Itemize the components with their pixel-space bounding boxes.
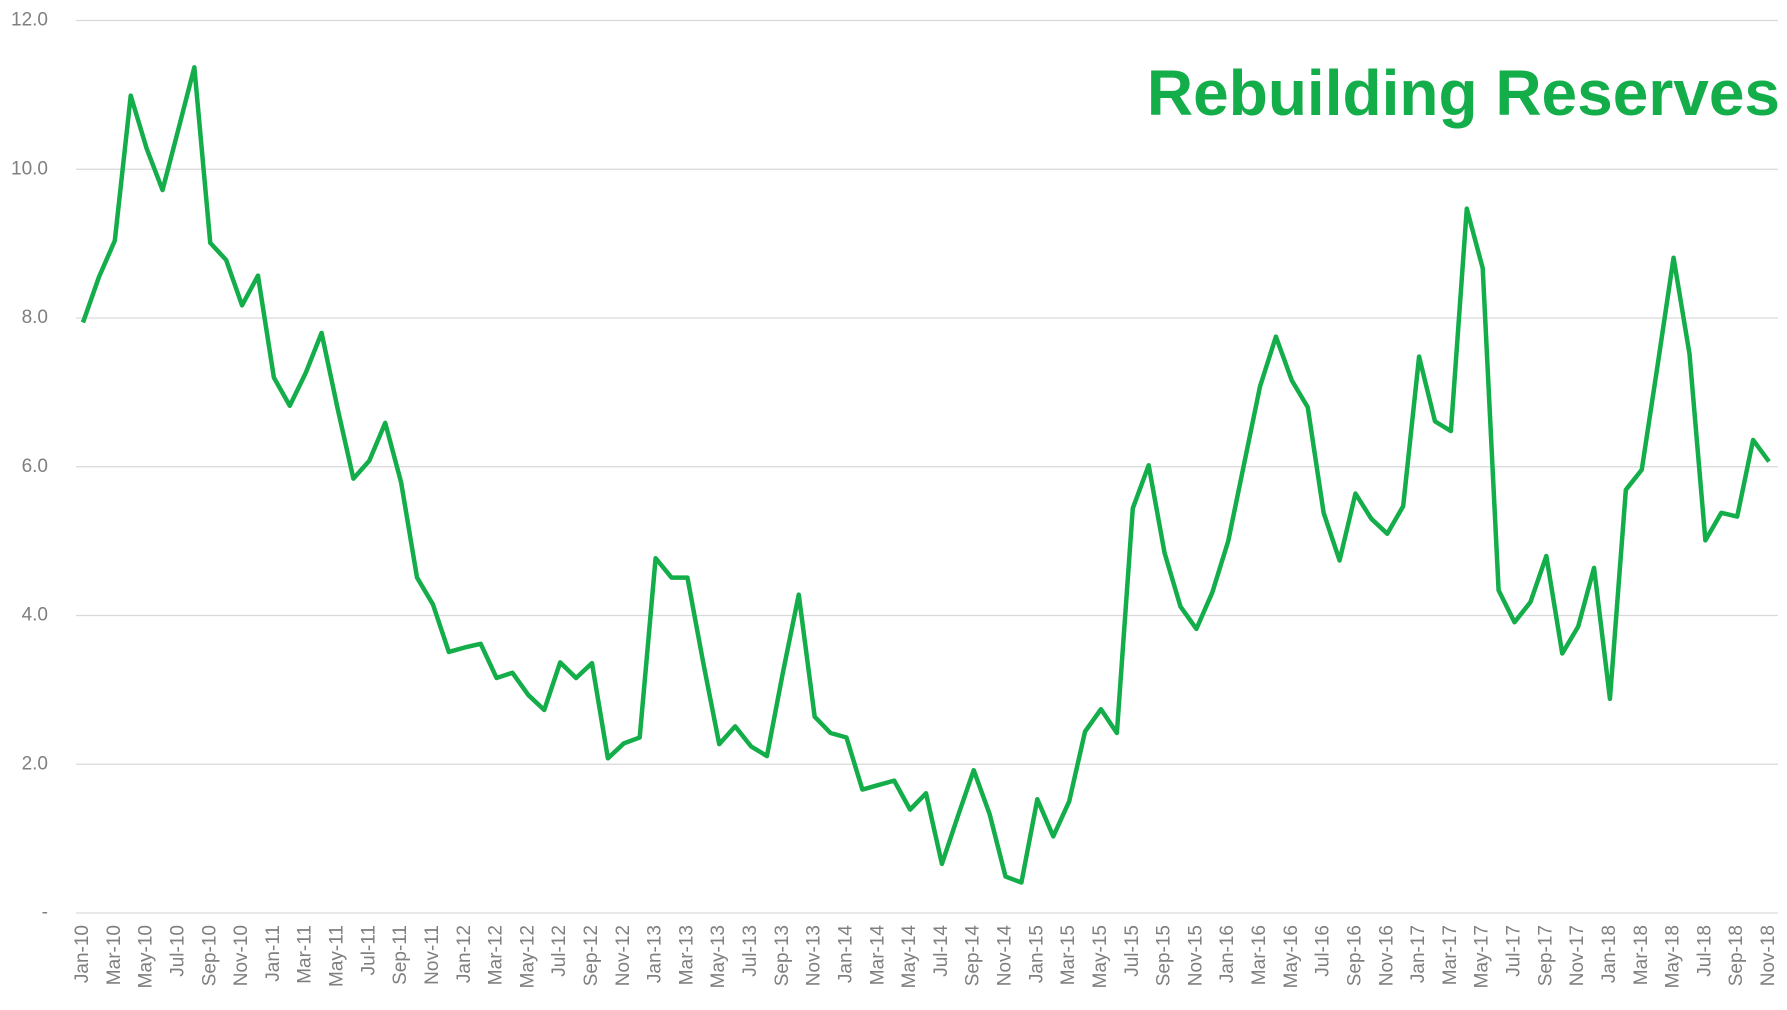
x-tick-label: Jan-17 bbox=[1408, 925, 1429, 983]
x-tick-label: May-14 bbox=[899, 925, 920, 989]
x-tick-label: Jan-13 bbox=[645, 925, 666, 983]
x-tick-label: Mar-11 bbox=[295, 925, 316, 984]
x-tick-label: Jul-15 bbox=[1122, 925, 1143, 977]
x-tick-label: May-15 bbox=[1090, 925, 1111, 988]
x-tick-label: Nov-11 bbox=[422, 925, 443, 985]
y-tick-label: - bbox=[42, 902, 48, 923]
x-tick-label: Jan-12 bbox=[454, 925, 475, 983]
x-tick-label: Jul-11 bbox=[358, 925, 379, 975]
x-tick-label: May-10 bbox=[136, 925, 157, 988]
line bbox=[80, 65, 1771, 885]
x-tick-label: Sep-14 bbox=[963, 925, 984, 987]
y-tick-label: 4.0 bbox=[22, 605, 48, 626]
x-tick-label: Sep-10 bbox=[199, 925, 220, 986]
x-tick-label: Jul-18 bbox=[1694, 925, 1715, 977]
x-tick-label: Nov-16 bbox=[1376, 925, 1397, 986]
x-tick-label: Jan-18 bbox=[1599, 925, 1620, 983]
x-tick-label: Jul-12 bbox=[549, 925, 570, 977]
x-tick-label: Mar-17 bbox=[1440, 925, 1461, 985]
x-tick-label: Jan-14 bbox=[835, 925, 856, 984]
x-tick-label: Jul-17 bbox=[1504, 925, 1525, 977]
x-tick-label: Mar-15 bbox=[1058, 925, 1079, 985]
x-tick-label: May-18 bbox=[1663, 925, 1684, 988]
x-tick-label: Mar-12 bbox=[486, 925, 507, 985]
x-tick-label: Jul-16 bbox=[1313, 925, 1334, 977]
x-tick-label: Sep-16 bbox=[1344, 925, 1365, 986]
x-tick-label: Sep-12 bbox=[581, 925, 602, 986]
x-tick-label: Jan-10 bbox=[72, 925, 93, 983]
x-tick-label: Mar-10 bbox=[104, 925, 125, 985]
x-tick-label: Sep-18 bbox=[1726, 925, 1747, 986]
x-tick-label: Nov-10 bbox=[231, 925, 252, 986]
x-tick-label: Mar-13 bbox=[676, 925, 697, 985]
x-tick-label: Nov-17 bbox=[1567, 925, 1588, 986]
x-tick-label: Jan-15 bbox=[1026, 925, 1047, 983]
x-tick-label: Jul-14 bbox=[931, 925, 952, 977]
x-tick-label: Jan-16 bbox=[1217, 925, 1238, 983]
x-tick-label: Sep-15 bbox=[1154, 925, 1175, 986]
y-tick-label: 6.0 bbox=[22, 456, 48, 477]
x-tick-label: Nov-15 bbox=[1185, 925, 1206, 986]
x-tick-label: Mar-18 bbox=[1631, 925, 1652, 985]
x-tick-label: Sep-13 bbox=[772, 925, 793, 986]
x-tick-label: May-13 bbox=[708, 925, 729, 988]
x-tick-label: Jul-13 bbox=[740, 925, 761, 977]
x-tick-label: Jul-10 bbox=[167, 925, 188, 977]
x-tick-label: Nov-12 bbox=[613, 925, 634, 986]
x-tick-label: Jan-11 bbox=[263, 925, 284, 982]
x-tick-label: Mar-16 bbox=[1249, 925, 1270, 985]
y-tick-label: 2.0 bbox=[22, 753, 48, 774]
x-tick-label: May-16 bbox=[1281, 925, 1302, 988]
y-tick-label: 10.0 bbox=[11, 158, 48, 179]
x-tick-label: Mar-14 bbox=[867, 925, 888, 986]
x-tick-label: Sep-11 bbox=[390, 925, 411, 985]
x-tick-label: May-12 bbox=[517, 925, 538, 988]
x-tick-label: May-11 bbox=[327, 925, 348, 987]
x-tick-label: Nov-14 bbox=[995, 925, 1016, 987]
y-tick-label: 8.0 bbox=[22, 307, 48, 328]
x-tick-label: Sep-17 bbox=[1535, 925, 1556, 986]
y-tick-label: 12.0 bbox=[11, 10, 48, 31]
x-tick-label: Nov-18 bbox=[1758, 925, 1779, 986]
x-tick-label: May-17 bbox=[1472, 925, 1493, 988]
x-tick-label: Nov-13 bbox=[804, 925, 825, 986]
chart-title: Rebuilding Reserves bbox=[1147, 57, 1780, 129]
